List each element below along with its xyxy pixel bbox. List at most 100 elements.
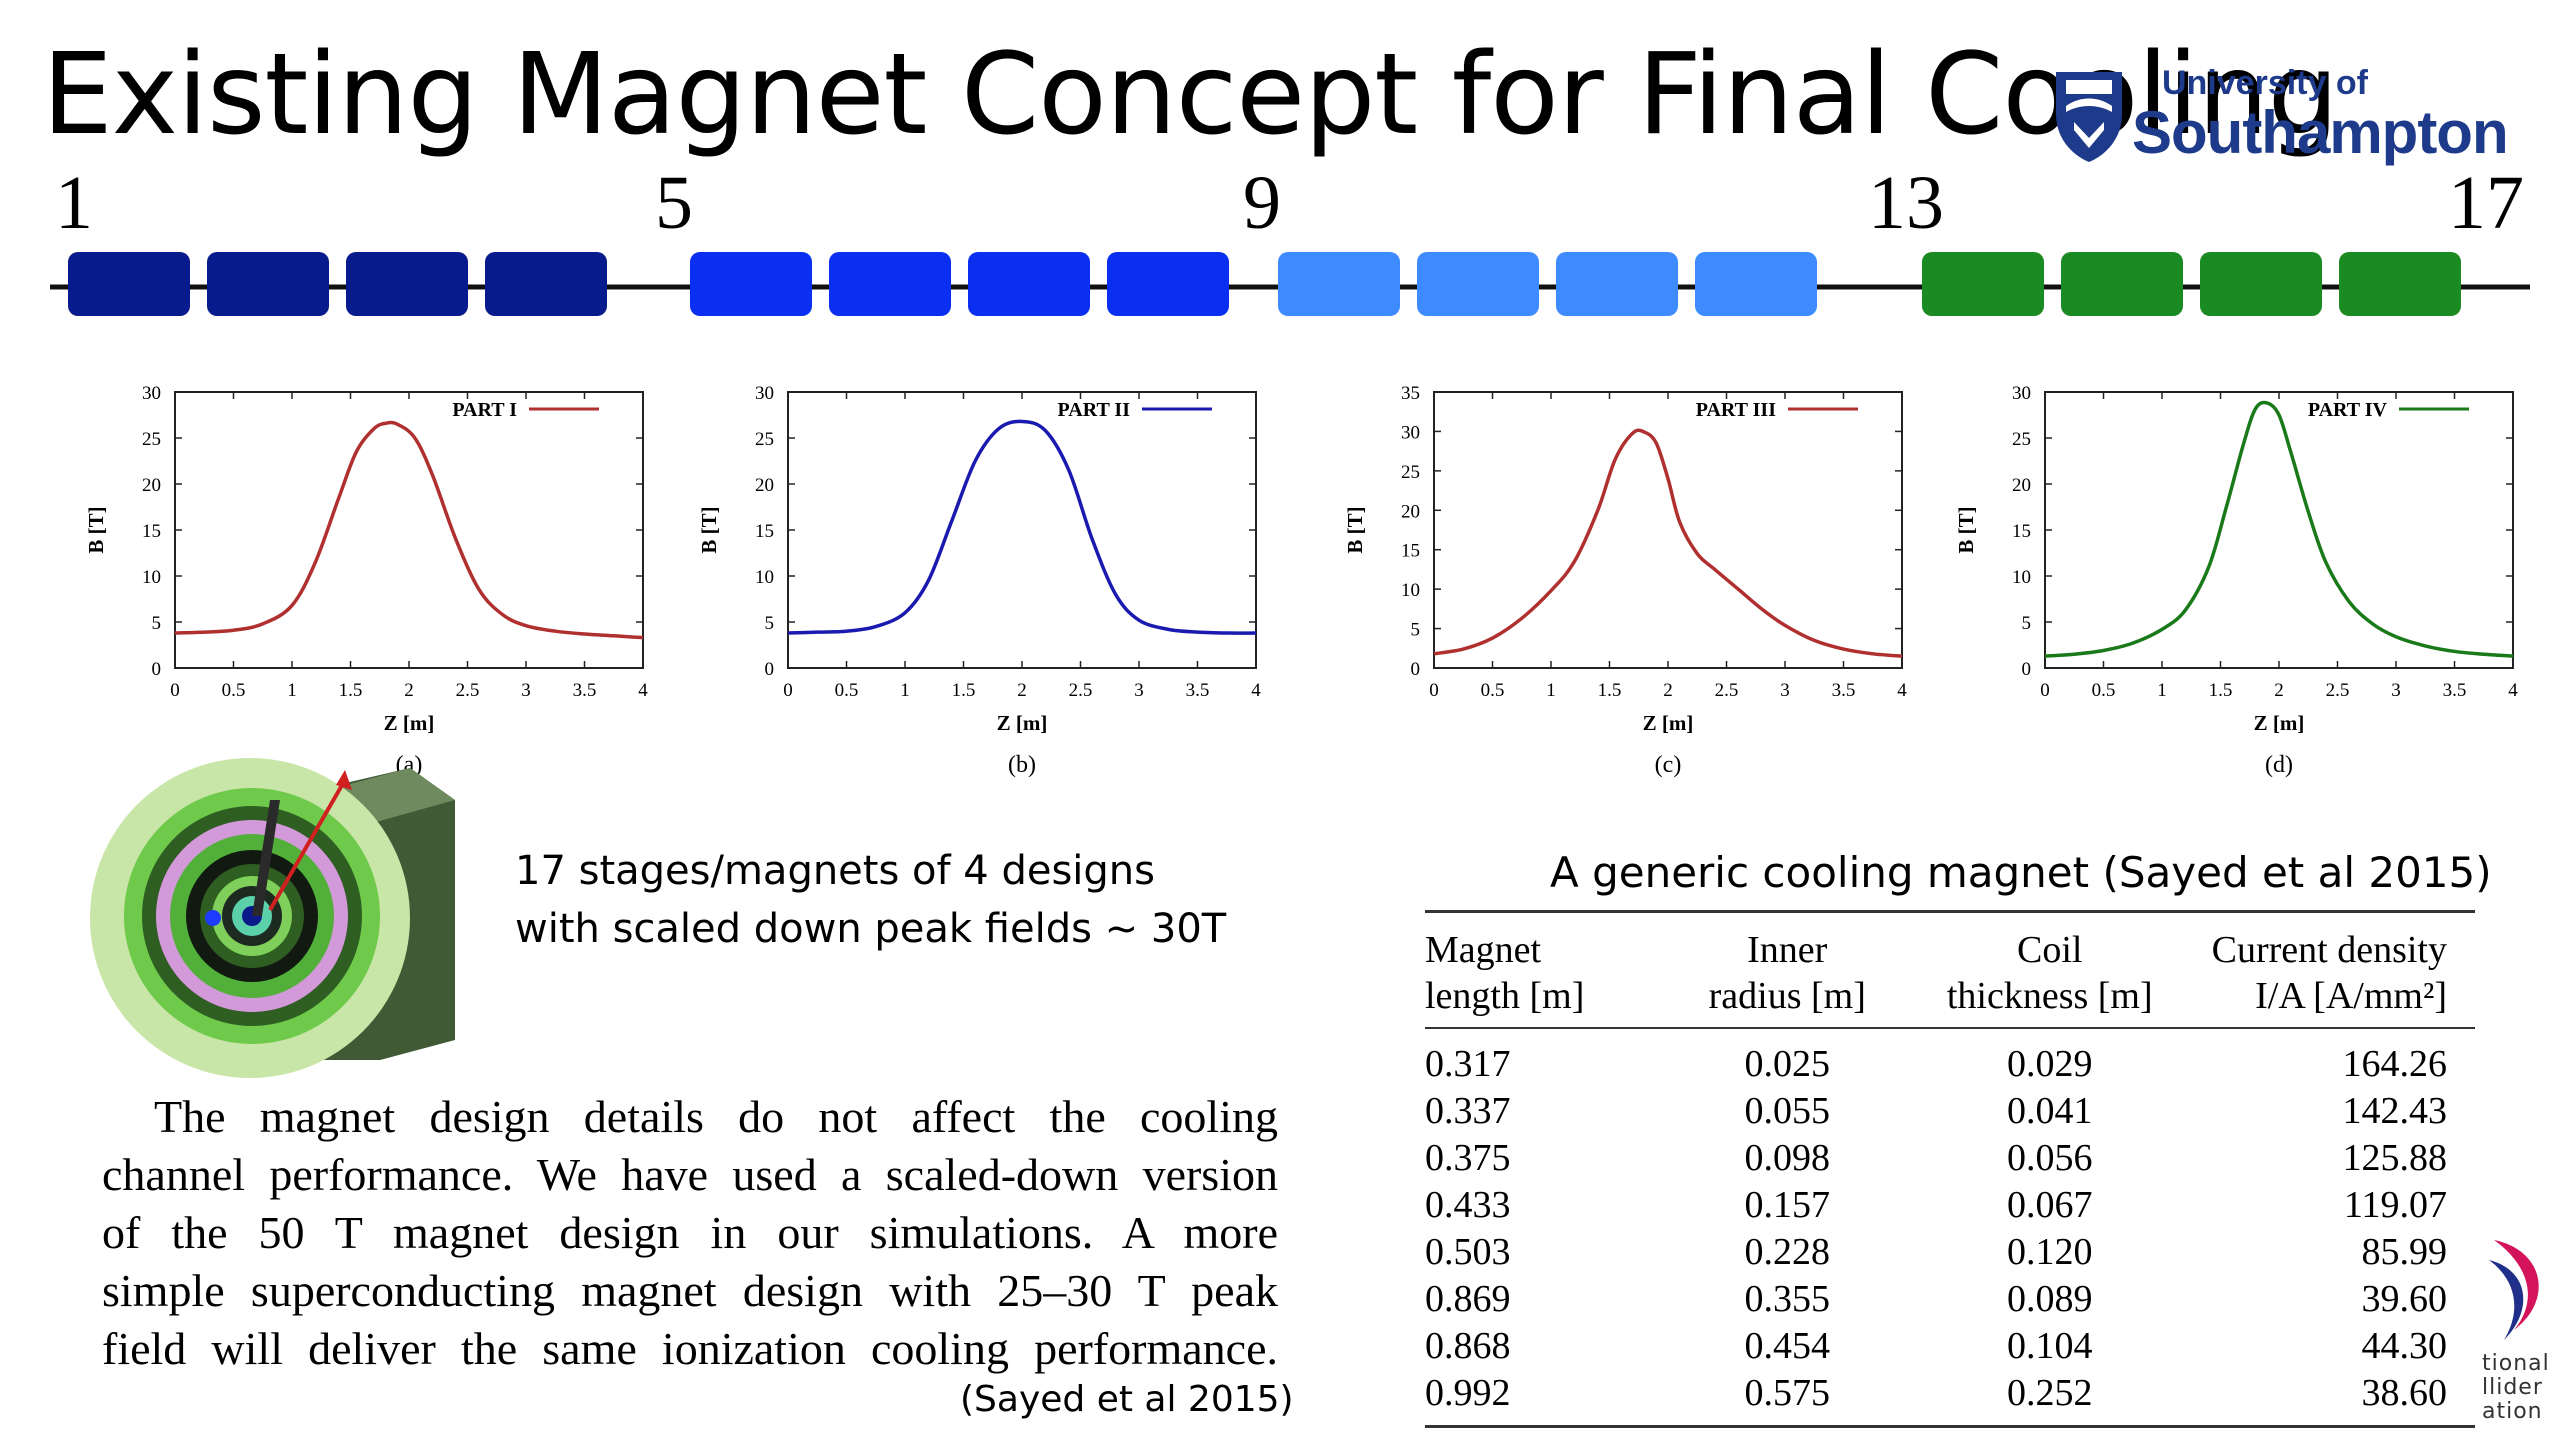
magnet-block <box>2061 252 2183 316</box>
x-tick-label: 4 <box>1251 680 1261 701</box>
x-tick-label: 1 <box>900 680 910 701</box>
corner-logo-line: llider <box>2482 1375 2543 1400</box>
magnet-block <box>1107 252 1229 316</box>
magnet-block <box>1278 252 1400 316</box>
page-title: Existing Magnet Concept for Final Coolin… <box>42 30 2339 160</box>
table-row: 0.375 0.098 0.056 125.88 <box>1425 1135 2475 1182</box>
table-cell: 0.355 <box>1744 1278 1831 1320</box>
magnet-block <box>346 252 468 316</box>
table-cell: 0.025 <box>1744 1043 1831 1085</box>
x-tick-label: 2.5 <box>456 680 480 701</box>
table-row: 0.992 0.575 0.252 38.60 <box>1425 1370 2475 1428</box>
chart-panel-b: 0 0.5 1 1.5 2 2.5 3 3.5 4 0 5 10 15 20 25 30 Z [m] B [T] (… <box>688 380 1278 800</box>
legend-label: PART III <box>1696 399 1776 421</box>
x-tick-label: 1.5 <box>952 680 976 701</box>
magnet-block <box>1922 252 2044 316</box>
y-tick-label: 20 <box>142 475 161 496</box>
table-cell: 0.252 <box>1918 1370 2181 1428</box>
y-tick-label: 25 <box>2012 429 2031 450</box>
chart-panel-d: 0 0.5 1 1.5 2 2.5 3 3.5 4 0 5 10 15 20 25 30 Z [m] B [T] (… <box>1945 380 2535 800</box>
table-cell: 142.43 <box>2342 1090 2448 1132</box>
x-tick-label: 1 <box>287 680 297 701</box>
table-cell: 0.120 <box>2007 1231 2093 1273</box>
y-tick-label: 5 <box>2022 613 2032 634</box>
y-tick-label: 15 <box>142 521 161 542</box>
magnet-block <box>1417 252 1539 316</box>
x-tick-label: 1.5 <box>1598 680 1622 701</box>
x-tick-label: 2 <box>1663 680 1673 701</box>
y-axis-label: B [T] <box>1954 506 1978 553</box>
table-cell: 0.157 <box>1744 1184 1831 1226</box>
table-cell: 0.575 <box>1656 1370 1919 1428</box>
field-profile-chart-d: 0 0.5 1 1.5 2 2.5 3 3.5 4 0 5 10 15 20 25 30 Z [m] B [T] (… <box>1954 383 2518 778</box>
table-cell: 38.60 <box>2181 1370 2475 1428</box>
column-header-length: Magnet length [m] <box>1425 919 1656 1029</box>
y-tick-label: 5 <box>1411 620 1421 641</box>
y-axis-label: B [T] <box>697 506 721 553</box>
description-line-2: with scaled down peak fields ~ 30T <box>515 906 1227 952</box>
y-tick-label: 35 <box>1401 383 1420 404</box>
y-tick-label: 0 <box>2022 659 2032 680</box>
table-cell: 0.337 <box>1425 1090 1511 1132</box>
y-tick-label: 5 <box>152 613 162 634</box>
x-axis-label: Z [m] <box>384 711 435 735</box>
subfigure-label: (d) <box>2265 752 2293 778</box>
field-profile-line <box>2044 400 2514 658</box>
logo-text-big: Southampton <box>2132 99 2509 166</box>
y-tick-label: 25 <box>1401 462 1420 483</box>
x-tick-label: 1.5 <box>339 680 363 701</box>
y-tick-label: 10 <box>1401 580 1420 601</box>
table-cell: 125.88 <box>2342 1137 2448 1179</box>
table-cell: 0.868 <box>1425 1325 1511 1367</box>
legend-label: PART IV <box>2308 399 2388 421</box>
y-tick-label: 30 <box>2012 383 2031 404</box>
table-cell: 0.228 <box>1744 1231 1831 1273</box>
x-tick-label: 0 <box>783 680 793 701</box>
paragraph-line: simple superconducting magnet design wit… <box>102 1265 1278 1316</box>
y-tick-label: 20 <box>755 475 774 496</box>
y-tick-label: 10 <box>755 567 774 588</box>
swirl-icon <box>2489 1240 2539 1340</box>
y-tick-label: 15 <box>2012 521 2031 542</box>
plot-frame <box>1433 391 1903 669</box>
x-tick-label: 0 <box>1429 680 1439 701</box>
x-tick-label: 0.5 <box>835 680 859 701</box>
x-tick-label: 1.5 <box>2209 680 2233 701</box>
magnet-block <box>1556 252 1678 316</box>
table-cell: 44.30 <box>2361 1325 2448 1367</box>
table-cell: 0.433 <box>1425 1184 1511 1226</box>
plot-frame <box>787 391 1257 669</box>
x-tick-label: 3.5 <box>2443 680 2467 701</box>
table-cell: 0.098 <box>1744 1137 1831 1179</box>
legend-label: PART II <box>1058 399 1131 421</box>
stage-number-1: 1 <box>55 161 93 245</box>
crest-icon <box>2056 72 2122 162</box>
magnet-block <box>2200 252 2322 316</box>
paragraph-line: field will deliver the same ionization c… <box>102 1323 1278 1374</box>
university-logo: University of Southampton <box>2050 62 2509 172</box>
stage-number-9: 9 <box>1243 161 1281 245</box>
plot-frame <box>2044 391 2514 669</box>
x-tick-label: 3 <box>1780 680 1790 701</box>
paragraph-line: of the 50 T magnet design in our simulat… <box>102 1207 1278 1258</box>
y-tick-label: 25 <box>755 429 774 450</box>
magnet-block <box>690 252 812 316</box>
table-cell: 85.99 <box>2361 1231 2448 1273</box>
y-tick-label: 10 <box>142 567 161 588</box>
x-tick-label: 1 <box>1546 680 1556 701</box>
description-line-1: 17 stages/magnets of 4 designs <box>515 848 1155 894</box>
x-tick-label: 2.5 <box>1715 680 1739 701</box>
magnet-block <box>485 252 607 316</box>
x-tick-label: 3 <box>2391 680 2401 701</box>
collaboration-logo: tional llider ation <box>2470 1230 2560 1430</box>
stage-number-17: 17 <box>2448 161 2524 245</box>
subfigure-label: (b) <box>1008 752 1036 778</box>
x-axis-label: Z [m] <box>2254 711 2305 735</box>
y-tick-label: 5 <box>765 613 775 634</box>
x-tick-label: 0.5 <box>1481 680 1505 701</box>
y-tick-label: 10 <box>2012 567 2031 588</box>
x-tick-label: 3 <box>521 680 531 701</box>
table-caption: A generic cooling magnet (Sayed et al 20… <box>1550 848 2492 897</box>
x-tick-label: 3.5 <box>1186 680 1210 701</box>
x-tick-label: 0 <box>170 680 180 701</box>
